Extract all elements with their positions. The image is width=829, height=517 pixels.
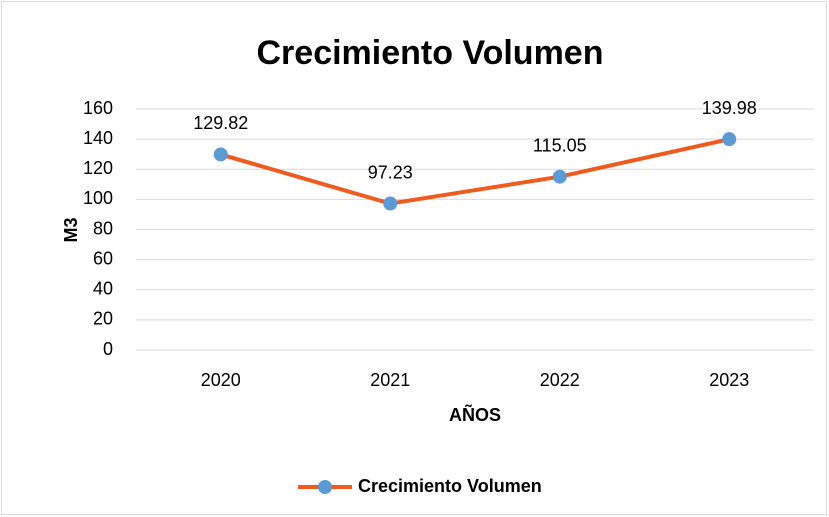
y-tick-label: 0	[103, 339, 113, 359]
y-tick-label: 20	[93, 309, 113, 329]
x-tick-label: 2022	[540, 370, 580, 390]
y-axis-label: M3	[61, 217, 81, 242]
y-tick-label: 40	[93, 279, 113, 299]
data-point	[383, 196, 398, 211]
data-label: 129.82	[193, 113, 248, 133]
chart-title: Crecimiento Volumen	[257, 34, 604, 72]
y-tick-label: 120	[83, 158, 113, 178]
data-label: 139.98	[702, 98, 757, 118]
x-tick-label: 2020	[201, 370, 241, 390]
data-point	[552, 169, 567, 184]
data-line	[220, 137, 730, 206]
y-tick-label: 160	[83, 98, 113, 118]
data-label: 115.05	[533, 135, 587, 155]
data-point	[722, 132, 737, 147]
x-axis-label: AÑOS	[449, 404, 501, 425]
x-tick-label: 2023	[709, 370, 749, 390]
y-tick-label: 100	[83, 188, 113, 208]
legend-label: Crecimiento Volumen	[358, 476, 542, 496]
legend-marker	[318, 480, 332, 494]
y-tick-label: 140	[83, 128, 113, 148]
data-point	[213, 147, 228, 162]
data-label: 97.23	[368, 162, 413, 182]
x-tick-label: 2021	[370, 370, 410, 390]
y-tick-label: 60	[93, 248, 113, 268]
y-tick-label: 80	[93, 218, 113, 238]
